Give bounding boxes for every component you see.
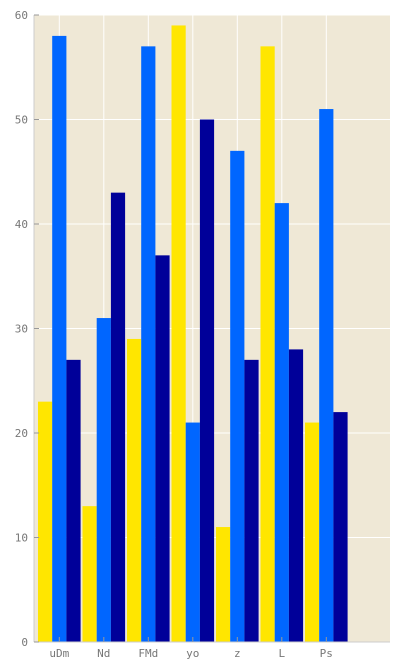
bar-Ps-series-3 <box>333 412 348 642</box>
bar-FMd-series-2 <box>141 46 156 643</box>
bar-Ps-series-2 <box>319 109 334 643</box>
bar-uDm-series-1 <box>38 401 53 642</box>
bar-yo-series-2 <box>185 422 200 642</box>
bar-Nd-series-1 <box>82 506 97 642</box>
y-tick-label-50: 50 <box>15 114 28 127</box>
x-tick-label-uDm: uDm <box>49 647 69 660</box>
bar-L-series-3 <box>288 349 304 642</box>
bar-L-series-1 <box>260 46 275 643</box>
bar-Ps-series-1 <box>305 422 320 642</box>
x-tick-label-FMd: FMd <box>138 647 158 660</box>
y-tick-labels: 0 10 20 30 40 50 60 <box>15 9 39 649</box>
bar-Nd-series-2 <box>96 318 111 642</box>
y-tick-label-30: 30 <box>15 323 28 336</box>
x-tick-label-yo: yo <box>186 647 199 660</box>
y-tick-label-20: 20 <box>15 427 28 440</box>
bar-FMd-series-1 <box>127 338 142 642</box>
bar-yo-series-3 <box>199 119 215 642</box>
y-tick-label-0: 0 <box>21 636 28 649</box>
bar-z-series-3 <box>244 359 259 642</box>
x-tick-label-z: z <box>234 647 241 660</box>
bar-yo-series-1 <box>171 25 186 642</box>
bars <box>38 25 348 643</box>
bar-FMd-series-3 <box>155 255 170 642</box>
bar-Nd-series-3 <box>110 192 126 642</box>
x-tick-label-Ps: Ps <box>320 647 333 660</box>
bar-L-series-2 <box>274 203 289 642</box>
x-tick-labels: uDm Nd FMd yo z L Ps <box>49 637 333 660</box>
y-tick-label-40: 40 <box>15 218 28 231</box>
bar-z-series-2 <box>230 150 245 642</box>
bar-z-series-1 <box>216 527 231 642</box>
bar-uDm-series-3 <box>66 359 81 642</box>
bar-uDm-series-2 <box>52 35 67 642</box>
y-tick-label-60: 60 <box>15 9 28 22</box>
x-tick-label-L: L <box>278 647 285 660</box>
x-tick-label-Nd: Nd <box>97 647 110 660</box>
y-tick-label-10: 10 <box>15 532 28 545</box>
